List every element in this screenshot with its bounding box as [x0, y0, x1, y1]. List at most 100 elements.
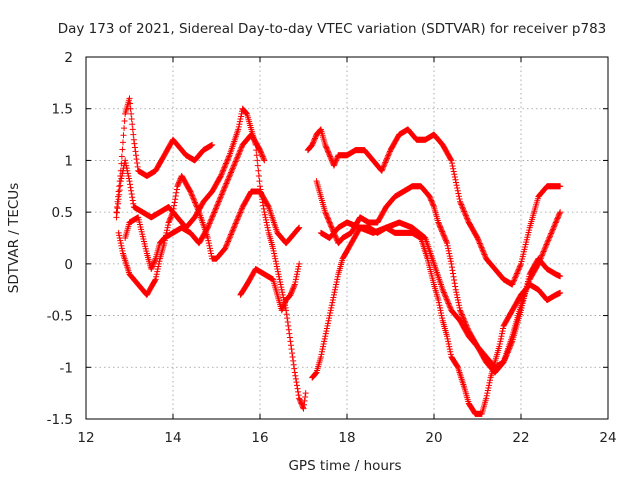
data-point	[260, 205, 267, 212]
data-point	[541, 245, 548, 252]
y-tick-label: -1	[60, 360, 73, 376]
data-point	[322, 210, 329, 217]
data-point	[485, 384, 492, 391]
data-point	[296, 396, 303, 403]
data-point	[557, 273, 564, 280]
data-point	[211, 208, 218, 215]
data-point	[497, 338, 504, 345]
data-point	[427, 194, 434, 201]
data-point	[295, 392, 302, 399]
data-point	[480, 250, 487, 257]
data-point	[333, 235, 340, 241]
data-point	[155, 263, 162, 270]
data-point	[555, 213, 562, 220]
data-point	[226, 234, 233, 241]
data-point	[167, 215, 174, 222]
data-point	[238, 206, 245, 213]
data-point	[322, 330, 329, 337]
x-tick-label: 22	[512, 430, 529, 446]
data-point	[233, 157, 240, 164]
data-point	[261, 211, 268, 218]
data-point	[279, 289, 286, 296]
data-point	[257, 147, 263, 154]
data-point	[476, 240, 483, 247]
data-point	[324, 147, 331, 154]
data-point	[451, 277, 458, 284]
data-point	[261, 157, 268, 164]
data-point	[458, 310, 465, 317]
data-point	[263, 219, 270, 226]
data-point	[295, 225, 302, 232]
data-point	[170, 209, 176, 216]
data-point	[274, 268, 281, 275]
data-point	[483, 395, 490, 402]
data-point	[237, 209, 244, 216]
data-point	[302, 390, 309, 397]
data-point	[222, 183, 229, 190]
data-point	[445, 245, 452, 252]
data-point	[296, 260, 303, 267]
data-point	[225, 153, 232, 160]
data-point	[461, 209, 468, 216]
data-point	[324, 320, 331, 327]
data-point	[128, 187, 135, 194]
data-point	[476, 239, 483, 246]
data-point	[230, 163, 237, 170]
data-point	[454, 187, 461, 194]
data-point	[446, 303, 453, 310]
data-point	[194, 205, 201, 212]
data-point	[333, 157, 340, 164]
data-point	[327, 220, 334, 227]
data-point	[435, 220, 442, 227]
y-axis-ticks: 2 1.5 1 0.5 0 -0.5 -1 -1.5	[47, 50, 608, 428]
data-point	[154, 268, 161, 275]
x-tick-label: 12	[77, 430, 94, 446]
data-point	[152, 277, 159, 284]
data-point	[318, 348, 325, 355]
data-point	[331, 161, 338, 168]
data-point	[148, 266, 155, 273]
data-point	[549, 227, 556, 234]
data-point	[119, 170, 126, 177]
data-point	[301, 397, 308, 404]
data-point	[205, 221, 212, 228]
data-point	[322, 333, 329, 340]
data-point	[224, 157, 231, 164]
data-point	[548, 229, 555, 236]
data-point	[381, 160, 388, 167]
data-point	[130, 131, 137, 138]
data-point	[234, 216, 241, 223]
data-point	[284, 315, 291, 322]
data-point	[152, 256, 159, 263]
x-tick-label: 24	[599, 430, 616, 446]
data-point	[225, 155, 232, 162]
data-point	[450, 273, 457, 280]
data-point	[452, 283, 459, 290]
data-point	[113, 203, 120, 210]
data-point	[243, 110, 250, 117]
data-point	[127, 181, 134, 188]
data-point	[293, 271, 300, 278]
data-point	[206, 220, 213, 227]
data-point	[329, 297, 336, 304]
data-point	[187, 189, 194, 196]
data-point	[208, 216, 215, 223]
data-point	[435, 297, 442, 304]
data-point	[222, 161, 229, 168]
data-point	[501, 356, 508, 363]
data-point	[485, 382, 492, 389]
data-point	[295, 388, 302, 395]
data-point	[254, 157, 261, 164]
data-point	[134, 163, 141, 170]
data-point	[208, 215, 215, 222]
data-point	[232, 221, 239, 228]
data-point	[381, 162, 388, 169]
data-point	[208, 250, 215, 257]
data-point	[116, 183, 123, 190]
data-point	[174, 181, 181, 188]
data-point	[500, 359, 507, 366]
data-point	[275, 271, 282, 278]
data-point	[333, 156, 340, 163]
data-point	[258, 149, 265, 156]
data-point	[508, 341, 515, 348]
